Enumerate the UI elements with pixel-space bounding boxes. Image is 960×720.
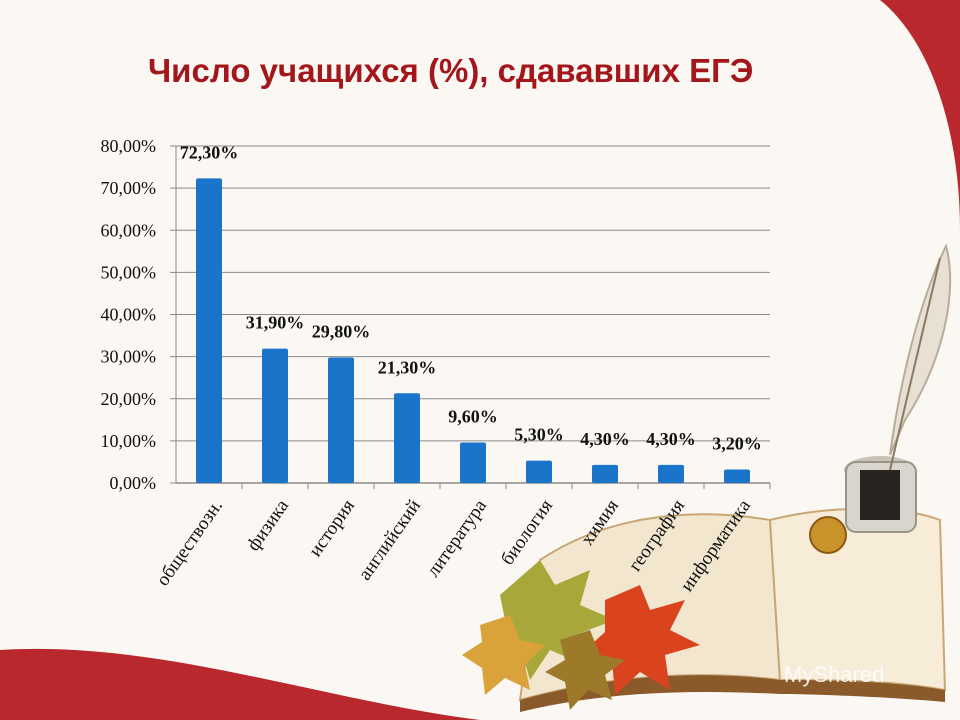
y-tick-label: 60,00% — [101, 220, 157, 240]
value-label: 3,20% — [712, 434, 762, 454]
y-tick-label: 80,00% — [101, 136, 157, 156]
y-tick-label: 40,00% — [101, 305, 157, 325]
x-tick-label: литература — [423, 495, 492, 581]
x-tick-label: английский — [354, 496, 425, 584]
book-illustration — [518, 507, 947, 712]
y-axis-ticks: 0,00% 10,00% 20,00% 30,00% 40,00% 50,00% 60,00… — [101, 136, 157, 493]
bar — [592, 464, 618, 483]
y-tick-label: 0,00% — [110, 473, 157, 493]
bottom-red-wave — [0, 648, 480, 720]
value-label: 72,30% — [180, 142, 239, 162]
x-tick-label: история — [305, 496, 359, 561]
bar — [262, 348, 288, 483]
y-tick-label: 30,00% — [101, 347, 157, 367]
slide-title: Число учащихся (%), сдававших ЕГЭ — [148, 52, 754, 89]
bar — [526, 460, 552, 483]
x-axis-labels: обществозн. физика историяанглийскийлитера… — [152, 495, 755, 595]
x-tick-label: география — [625, 496, 690, 576]
bar — [658, 464, 684, 483]
value-label: 4,30% — [580, 429, 630, 449]
value-label: 21,30% — [378, 357, 437, 377]
value-label: 9,60% — [448, 407, 498, 427]
x-tick-label: химия — [577, 496, 623, 550]
x-tick-label: обществозн. — [152, 496, 227, 590]
x-tick-label: информатика — [676, 495, 755, 595]
inkwell-illustration — [809, 456, 917, 554]
y-tick-label: 50,00% — [101, 262, 157, 282]
bar — [724, 469, 750, 483]
value-label: 31,90% — [246, 313, 305, 333]
bars — [196, 178, 750, 483]
bar — [394, 393, 420, 483]
x-tick-label: физика — [243, 495, 294, 555]
bar — [196, 178, 222, 483]
value-label: 4,30% — [646, 429, 696, 449]
value-labels: 72,30% 31,90% 29,80% 21,30% 9,60% 5,30% 4,30% 4… — [180, 142, 762, 453]
y-tick-label: 20,00% — [101, 389, 157, 409]
value-label: 5,30% — [514, 425, 564, 445]
autumn-leaves-illustration — [462, 560, 700, 710]
watermark: MyShared — [784, 662, 885, 687]
y-tick-label: 70,00% — [101, 178, 157, 198]
quill-feather-illustration — [889, 243, 952, 471]
bar — [460, 442, 486, 483]
value-label: 29,80% — [312, 321, 371, 341]
bar — [328, 357, 354, 483]
x-tick-label: биология — [497, 496, 557, 570]
y-tick-label: 10,00% — [101, 431, 157, 451]
